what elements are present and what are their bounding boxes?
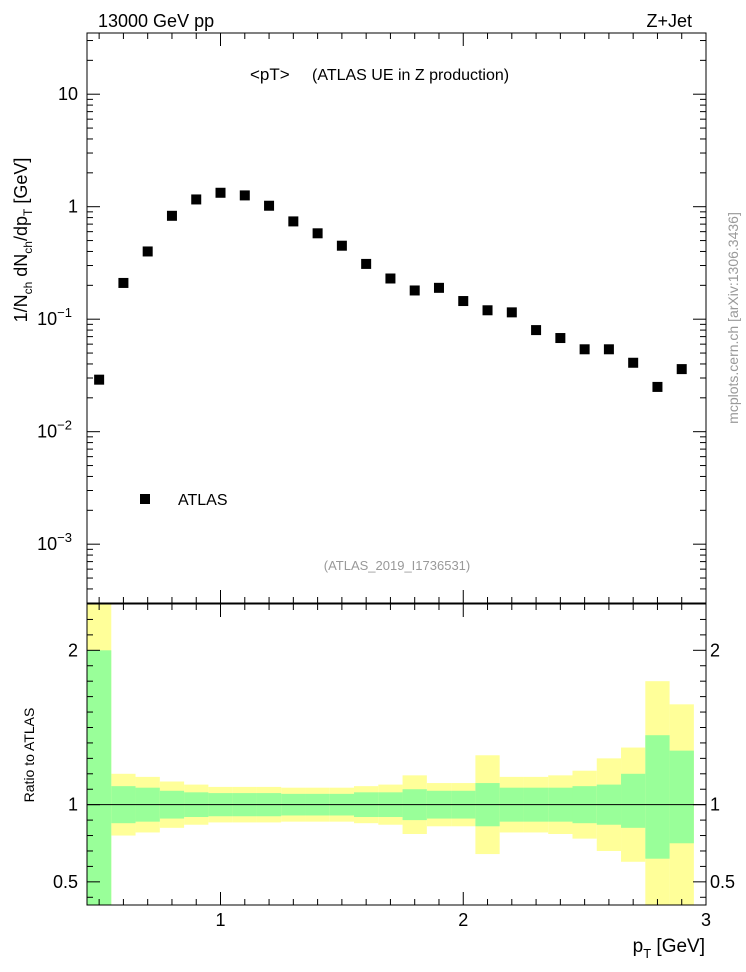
- watermark: mcplots.cern.ch [arXiv:1306.3436]: [725, 212, 741, 424]
- inner-band-bin: [669, 750, 694, 844]
- ratio-x-axis: 1 2 3: [98, 604, 711, 930]
- data-point: [458, 296, 469, 307]
- data-point: [506, 307, 517, 318]
- data-point: [288, 216, 299, 227]
- y-tick-label: 10: [58, 84, 78, 104]
- data-point: [433, 282, 444, 293]
- inner-band-bin: [621, 773, 646, 828]
- ratio-y-tick-label: 0.5: [53, 872, 78, 892]
- y-tick-label: 10−3: [37, 530, 72, 554]
- plot-title: <pT>: [250, 65, 290, 84]
- header-left-label: 13000 GeV pp: [98, 11, 214, 31]
- main-y-axis: 10−3 10−2 10−1 1 10: [37, 33, 707, 604]
- y-tick-label: 10−1: [37, 305, 72, 329]
- data-point: [264, 200, 275, 211]
- data-point: [118, 277, 129, 288]
- analysis-label: (ATLAS_2019_I1736531): [324, 558, 470, 573]
- data-point: [166, 210, 177, 221]
- data-point: [336, 240, 347, 251]
- data-point: [676, 364, 687, 375]
- legend-label: ATLAS: [178, 492, 228, 509]
- y-tick-label: 1: [68, 197, 78, 217]
- data-point: [555, 333, 566, 344]
- main-plot-frame: [86, 32, 707, 604]
- data-point: [579, 344, 590, 355]
- inner-band-bin: [87, 650, 112, 905]
- data-point: [603, 344, 614, 355]
- ratio-y-tick-label-right: 1: [710, 795, 720, 815]
- data-point: [361, 258, 372, 269]
- ratio-y-tick-label: 2: [68, 640, 78, 660]
- data-point: [142, 246, 153, 257]
- data-point: [215, 187, 226, 198]
- inner-band-bin: [645, 735, 670, 859]
- data-point: [482, 305, 493, 316]
- x-tick-label: 1: [216, 910, 226, 930]
- ratio-plot-frame: [86, 603, 707, 906]
- main-y-axis-label: 1/Nch dNch/dpT [GeV]: [11, 158, 35, 323]
- data-point: [191, 194, 202, 205]
- data-point: [409, 285, 420, 296]
- data-point: [94, 374, 105, 385]
- ratio-y-axis: 0.5 0.5 1 1 2 2: [53, 618, 735, 898]
- ratio-y-tick-label-right: 2: [710, 640, 720, 660]
- data-point: [652, 381, 663, 392]
- data-point: [312, 228, 323, 239]
- data-point: [239, 190, 250, 201]
- ratio-y-tick-label-right: 0.5: [710, 872, 735, 892]
- plot-subtitle: (ATLAS UE in Z production): [312, 67, 509, 84]
- ratio-y-tick-label: 1: [68, 795, 78, 815]
- x-axis-label: pT [GeV]: [633, 936, 705, 961]
- data-point: [531, 325, 542, 336]
- y-tick-label: 10−2: [37, 418, 72, 442]
- ratio-y-axis-label: Ratio to ATLAS: [21, 708, 37, 803]
- data-series-atlas: [94, 187, 687, 392]
- header-right-label: Z+Jet: [646, 11, 692, 31]
- data-point: [385, 273, 396, 284]
- x-tick-label: 3: [701, 910, 711, 930]
- ratio-band-outer: [87, 604, 694, 905]
- data-point: [628, 357, 639, 368]
- legend-marker: [140, 494, 150, 504]
- x-tick-label: 2: [458, 910, 468, 930]
